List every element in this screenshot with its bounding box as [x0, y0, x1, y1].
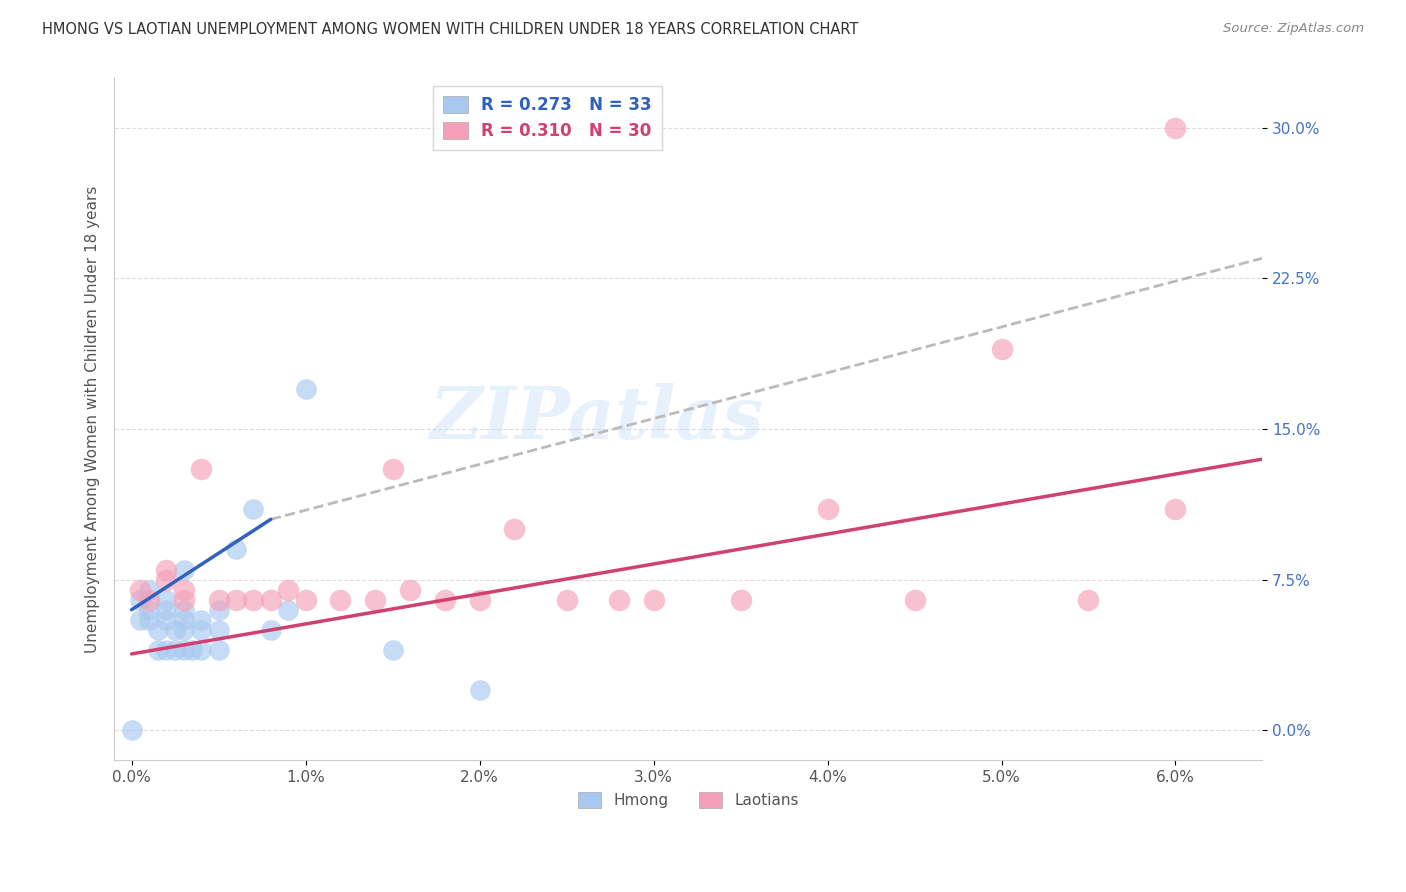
Point — [433, 592, 456, 607]
Point — [173, 623, 195, 637]
Point — [129, 613, 152, 627]
Point — [165, 623, 187, 637]
Point — [190, 462, 212, 476]
Point — [207, 603, 229, 617]
Point — [155, 573, 177, 587]
Text: ZIPatlas: ZIPatlas — [429, 384, 763, 454]
Point — [260, 592, 283, 607]
Y-axis label: Unemployment Among Women with Children Under 18 years: Unemployment Among Women with Children U… — [86, 186, 100, 653]
Point — [190, 643, 212, 657]
Point — [990, 342, 1012, 356]
Point — [155, 603, 177, 617]
Point — [190, 613, 212, 627]
Point — [294, 592, 316, 607]
Point — [277, 582, 299, 597]
Point — [146, 643, 169, 657]
Legend: Hmong, Laotians: Hmong, Laotians — [572, 786, 804, 814]
Point — [329, 592, 352, 607]
Point — [381, 643, 404, 657]
Point — [468, 683, 491, 698]
Point — [173, 592, 195, 607]
Point — [165, 643, 187, 657]
Point — [146, 623, 169, 637]
Point — [607, 592, 630, 607]
Text: HMONG VS LAOTIAN UNEMPLOYMENT AMONG WOMEN WITH CHILDREN UNDER 18 YEARS CORRELATI: HMONG VS LAOTIAN UNEMPLOYMENT AMONG WOME… — [42, 22, 859, 37]
Point — [730, 592, 752, 607]
Point — [207, 592, 229, 607]
Point — [242, 592, 264, 607]
Text: Source: ZipAtlas.com: Source: ZipAtlas.com — [1223, 22, 1364, 36]
Point — [190, 623, 212, 637]
Point — [129, 582, 152, 597]
Point — [155, 563, 177, 577]
Point — [242, 502, 264, 516]
Point — [138, 613, 160, 627]
Point — [181, 643, 204, 657]
Point — [1164, 502, 1187, 516]
Point — [643, 592, 665, 607]
Point — [138, 603, 160, 617]
Point — [260, 623, 283, 637]
Point — [121, 723, 143, 738]
Point — [903, 592, 925, 607]
Point — [173, 582, 195, 597]
Point — [1164, 120, 1187, 135]
Point — [138, 582, 160, 597]
Point — [155, 613, 177, 627]
Point — [138, 592, 160, 607]
Point — [173, 563, 195, 577]
Point — [173, 603, 195, 617]
Point — [294, 382, 316, 396]
Point — [173, 613, 195, 627]
Point — [207, 623, 229, 637]
Point — [277, 603, 299, 617]
Point — [225, 592, 247, 607]
Point — [155, 643, 177, 657]
Point — [129, 592, 152, 607]
Point — [555, 592, 578, 607]
Point — [1077, 592, 1099, 607]
Point — [399, 582, 422, 597]
Point — [155, 592, 177, 607]
Point — [817, 502, 839, 516]
Point — [381, 462, 404, 476]
Point — [364, 592, 387, 607]
Point — [207, 643, 229, 657]
Point — [225, 542, 247, 557]
Point — [503, 522, 526, 536]
Point — [173, 643, 195, 657]
Point — [468, 592, 491, 607]
